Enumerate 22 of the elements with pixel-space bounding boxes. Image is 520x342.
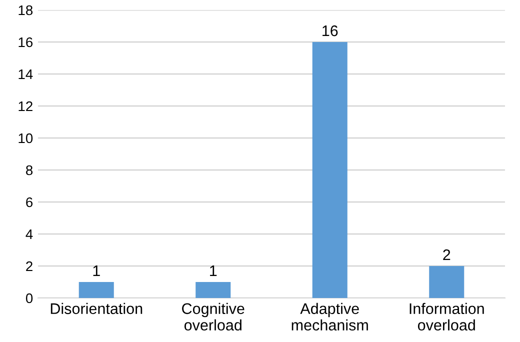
x-tick-label: Adaptive mechanism — [292, 302, 368, 331]
y-tick-label: 12 — [18, 101, 32, 112]
y-tick-label: 10 — [18, 133, 33, 144]
y-tick-label: 6 — [26, 197, 33, 208]
bar — [429, 266, 464, 298]
bar — [312, 42, 348, 298]
y-tick-label: 18 — [18, 5, 33, 16]
x-tick-label: Information overload — [410, 302, 484, 331]
y-tick-label: 16 — [18, 37, 33, 48]
y-tick-label: 14 — [18, 69, 33, 80]
data-label: 1 — [210, 266, 217, 276]
bar — [196, 282, 231, 298]
y-tick-label: 8 — [26, 165, 33, 176]
data-label: 2 — [443, 249, 450, 260]
y-tick-label: 4 — [26, 229, 33, 240]
bar — [78, 282, 114, 298]
y-tick-label: 0 — [26, 293, 33, 304]
x-tick-label: Disorientation — [50, 302, 142, 314]
data-label: 16 — [322, 25, 338, 36]
x-tick-label: Cognitive overload — [182, 302, 244, 331]
data-label: 1 — [93, 266, 100, 276]
y-tick-label: 2 — [26, 261, 32, 272]
